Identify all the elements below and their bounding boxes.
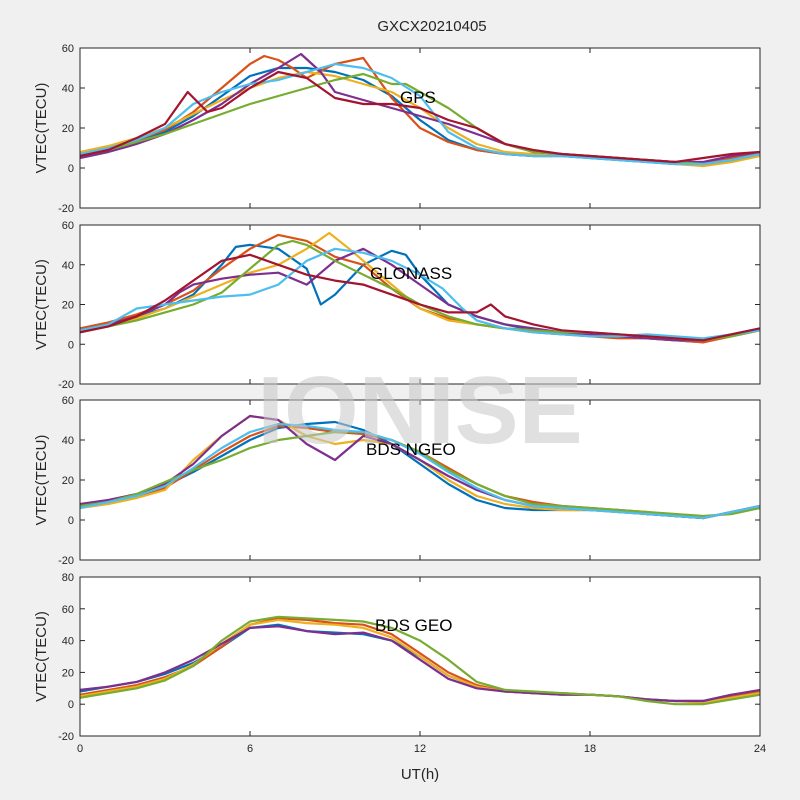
y-tick-label: 60 xyxy=(62,395,74,407)
y-tick-label: 60 xyxy=(62,604,74,616)
y-tick-label: 0 xyxy=(68,699,74,711)
y-tick-label: 20 xyxy=(62,475,74,487)
y-tick-label: 20 xyxy=(62,667,74,679)
x-tick-label: 24 xyxy=(754,743,766,755)
x-tick-label: 0 xyxy=(77,743,83,755)
y-tick-label: -20 xyxy=(58,203,74,215)
y-tick-label: 60 xyxy=(62,43,74,55)
y-tick-label: 20 xyxy=(62,300,74,312)
y-tick-label: 0 xyxy=(68,339,74,351)
series-group xyxy=(80,52,760,168)
y-tick-label: -20 xyxy=(58,379,74,391)
series-line-7 xyxy=(80,70,760,164)
y-tick-label: 40 xyxy=(62,260,74,272)
series-line-6 xyxy=(80,247,760,340)
series-group xyxy=(80,615,760,706)
x-tick-label: 18 xyxy=(584,743,596,755)
y-tick-label: 40 xyxy=(62,83,74,95)
panel-glonass: -20 0 20 40 60 VTEC(TECU) GLONASS xyxy=(33,220,761,391)
y-axis-title: VTEC(TECU) xyxy=(33,83,50,174)
y-tick-label: 20 xyxy=(62,123,74,135)
y-tick-label: 60 xyxy=(62,220,74,232)
y-tick-label: 0 xyxy=(68,163,74,175)
y-tick-label: 80 xyxy=(62,572,74,584)
panel-label: GPS xyxy=(400,88,436,107)
panel-bds-ngeo: -20 0 20 40 60 VTEC(TECU) BDS NGEO xyxy=(33,395,761,567)
series-group xyxy=(80,231,760,344)
y-tick-label: 40 xyxy=(62,435,74,447)
x-axis-title: UT(h) xyxy=(401,766,439,783)
y-axis-title: VTEC(TECU) xyxy=(33,435,50,526)
y-tick-label: -20 xyxy=(58,731,74,743)
y-tick-label: 40 xyxy=(62,636,74,648)
y-axis-title: VTEC(TECU) xyxy=(33,259,50,350)
series-line-6 xyxy=(80,62,760,166)
series-group xyxy=(80,414,760,520)
y-tick-label: -20 xyxy=(58,555,74,567)
series-line-7 xyxy=(80,253,760,342)
x-tick-label: 12 xyxy=(414,743,426,755)
y-tick-label: 0 xyxy=(68,515,74,527)
x-tick-label: 6 xyxy=(247,743,253,755)
plot-area xyxy=(80,400,760,560)
panel-gps: -20 0 20 40 60 VTEC(TECU) GPS xyxy=(33,43,761,215)
figure-title: GXCX20210405 xyxy=(377,18,486,35)
panel-label: GLONASS xyxy=(370,264,452,283)
watermark: IONISE xyxy=(257,357,582,464)
panel-label: BDS NGEO xyxy=(366,440,456,459)
series-line-5 xyxy=(80,430,760,518)
series-line-4 xyxy=(80,625,760,703)
panel-label: BDS GEO xyxy=(375,616,452,635)
series-line-6 xyxy=(80,422,760,520)
series-line-4 xyxy=(80,247,760,342)
y-axis-title: VTEC(TECU) xyxy=(33,611,50,702)
series-line-5 xyxy=(80,615,760,706)
